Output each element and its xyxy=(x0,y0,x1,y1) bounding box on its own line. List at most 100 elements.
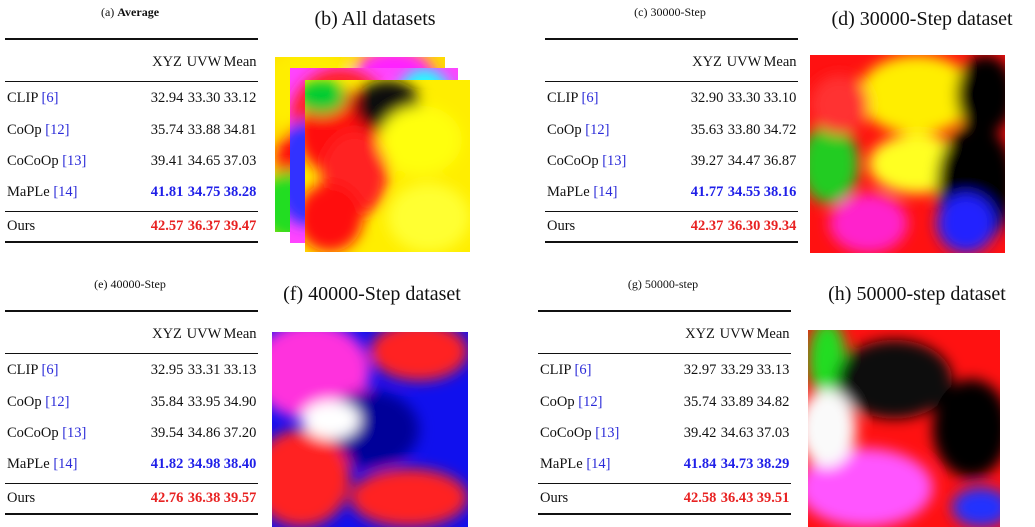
column-header: XYZ xyxy=(692,54,722,70)
table-rule xyxy=(545,241,798,243)
table-value: 41.81 xyxy=(150,184,184,200)
method: CoCoOp xyxy=(7,153,59,169)
table-value: 39.54 xyxy=(150,425,184,441)
table-value: 34.73 xyxy=(720,456,754,472)
method: CoCoOp xyxy=(540,425,592,441)
column-header: XYZ xyxy=(152,54,182,70)
table-value: 33.88 xyxy=(187,122,221,138)
table-value: 33.30 xyxy=(727,90,761,106)
caption-text: 30000-Step dataset xyxy=(859,8,1013,30)
table-rule xyxy=(538,513,791,515)
caption-text: 50000-step dataset xyxy=(856,283,1006,305)
column-header: UVW xyxy=(719,326,755,342)
method: Ours xyxy=(7,218,36,234)
table-caption: (c) 30000-Step xyxy=(634,5,706,19)
table-value: 37.03 xyxy=(756,425,790,441)
method: CLIP xyxy=(7,90,38,106)
column-header: XYZ xyxy=(685,326,715,342)
table-value: 34.55 xyxy=(727,184,761,200)
citation: [12] xyxy=(585,122,610,138)
table-rule xyxy=(545,38,798,40)
method-name: CoCoOp [13] xyxy=(540,424,619,442)
table-value: 36.87 xyxy=(763,153,797,169)
method: CoCoOp xyxy=(547,153,599,169)
table-value: 36.43 xyxy=(720,490,754,506)
citation: [6] xyxy=(41,90,59,106)
caption-title: 40000-Step xyxy=(110,277,166,291)
column-header: Mean xyxy=(223,326,257,342)
method: CLIP xyxy=(540,362,571,378)
table-value: 35.63 xyxy=(690,122,724,138)
column-header: UVW xyxy=(186,54,222,70)
citation: [14] xyxy=(53,456,78,472)
method: MaPLe xyxy=(7,184,50,200)
citation: [13] xyxy=(62,153,87,169)
citation: [13] xyxy=(602,153,627,169)
table-rule xyxy=(5,81,258,82)
table-value: 36.38 xyxy=(187,490,221,506)
table-value: 33.13 xyxy=(223,362,257,378)
column-header: Mean xyxy=(223,54,257,70)
method: Ours xyxy=(547,218,576,234)
table-value: 35.84 xyxy=(150,394,184,410)
method: CoOp xyxy=(7,122,42,138)
method: Ours xyxy=(7,490,36,506)
visualization-image xyxy=(808,330,1000,527)
method-name: CoOp [12] xyxy=(547,121,609,139)
method: CoOp xyxy=(540,394,575,410)
caption-label: (a) xyxy=(100,5,115,19)
image-caption: (f) 40000-Step dataset xyxy=(283,283,461,305)
caption-text: 40000-Step dataset xyxy=(308,283,461,305)
table-value: 33.89 xyxy=(720,394,754,410)
table-rule xyxy=(545,211,798,212)
method: CoOp xyxy=(547,122,582,138)
method: Ours xyxy=(540,490,569,506)
visualization-image xyxy=(305,80,470,252)
caption-label: (f) xyxy=(283,283,304,305)
table-value: 33.13 xyxy=(756,362,790,378)
method: CLIP xyxy=(7,362,38,378)
visualization-image xyxy=(810,55,1005,253)
table-value: 32.95 xyxy=(150,362,184,378)
table-value: 41.77 xyxy=(690,184,724,200)
method-name: Ours xyxy=(7,217,35,235)
table-rule xyxy=(5,513,258,515)
table-value: 39.57 xyxy=(223,490,257,506)
table-value: 34.86 xyxy=(187,425,221,441)
table-value: 41.82 xyxy=(150,456,184,472)
table-value: 38.28 xyxy=(223,184,257,200)
table-value: 34.81 xyxy=(223,122,257,138)
citation: [6] xyxy=(574,362,592,378)
table-value: 33.29 xyxy=(720,362,754,378)
table-rule xyxy=(5,353,258,354)
caption-label: (g) xyxy=(627,277,642,291)
citation: [12] xyxy=(45,122,70,138)
caption-title: 30000-Step xyxy=(650,5,706,19)
citation: [13] xyxy=(595,425,620,441)
method-name: CLIP [6] xyxy=(540,361,591,379)
method-name: Ours xyxy=(7,489,35,507)
table-caption: (a) Average xyxy=(101,5,159,19)
citation: [14] xyxy=(53,184,78,200)
method-name: CoOp [12] xyxy=(540,393,602,411)
table-value: 32.97 xyxy=(683,362,717,378)
table-value: 37.20 xyxy=(223,425,257,441)
table-value: 33.12 xyxy=(223,90,257,106)
method: CoCoOp xyxy=(7,425,59,441)
citation: [13] xyxy=(62,425,87,441)
visualization-image xyxy=(272,332,468,527)
citation: [12] xyxy=(45,394,70,410)
caption-label: (c) xyxy=(634,5,648,19)
table-value: 34.47 xyxy=(727,153,761,169)
table-value: 35.74 xyxy=(150,122,184,138)
table-value: 38.29 xyxy=(756,456,790,472)
image-caption: (h) 50000-step dataset xyxy=(828,283,1006,305)
method-name: CLIP [6] xyxy=(7,89,58,107)
table-rule xyxy=(5,241,258,243)
method-name: CoCoOp [13] xyxy=(547,152,626,170)
method-name: CoCoOp [13] xyxy=(7,424,86,442)
table-value: 34.98 xyxy=(187,456,221,472)
table-rule xyxy=(538,310,791,312)
table-value: 34.75 xyxy=(187,184,221,200)
table-value: 33.95 xyxy=(187,394,221,410)
